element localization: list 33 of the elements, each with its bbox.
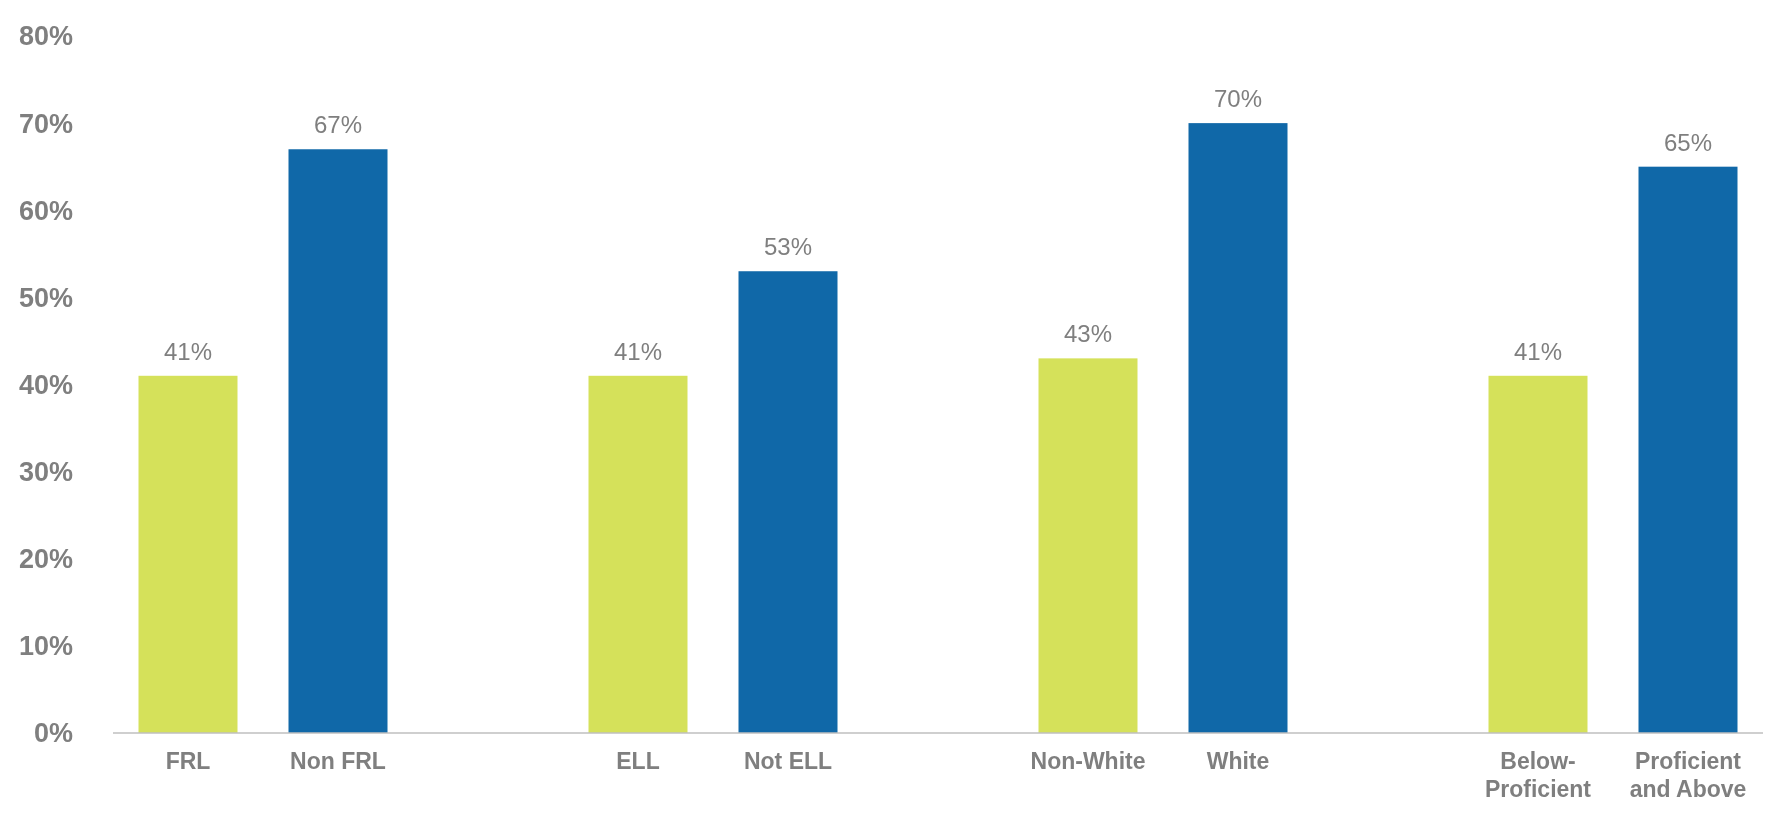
data-label: 41% bbox=[613, 337, 663, 365]
x-tick-label: Below-Proficient bbox=[1484, 748, 1592, 802]
y-tick-label: 80% bbox=[18, 21, 73, 52]
bar bbox=[138, 375, 238, 733]
y-tick-label: 10% bbox=[18, 631, 73, 662]
data-label: 65% bbox=[1663, 128, 1713, 156]
bar bbox=[1638, 166, 1738, 733]
x-tick-label: Non-White bbox=[1030, 748, 1146, 774]
bar bbox=[1488, 375, 1588, 733]
y-tick-label: 30% bbox=[18, 457, 73, 488]
y-tick-label: 40% bbox=[18, 369, 73, 400]
data-label: 70% bbox=[1213, 85, 1263, 113]
y-tick-label: 20% bbox=[18, 544, 73, 575]
x-tick-label: Not ELL bbox=[743, 748, 833, 774]
x-tick-label: ELL bbox=[616, 748, 660, 774]
data-label: 43% bbox=[1063, 320, 1113, 348]
data-label: 41% bbox=[163, 337, 213, 365]
bar bbox=[288, 149, 388, 733]
y-tick-label: 60% bbox=[18, 195, 73, 226]
x-tick-label: White bbox=[1206, 748, 1270, 774]
bar bbox=[1188, 123, 1288, 733]
x-tick-label: Proficient and Above bbox=[1629, 748, 1747, 802]
bar bbox=[738, 271, 838, 733]
y-tick-label: 0% bbox=[33, 718, 73, 749]
data-label: 67% bbox=[313, 111, 363, 139]
y-tick-label: 70% bbox=[18, 108, 73, 139]
y-tick-label: 50% bbox=[18, 282, 73, 313]
bar bbox=[588, 375, 688, 733]
data-label: 53% bbox=[763, 233, 813, 261]
x-tick-label: Non FRL bbox=[290, 748, 386, 774]
bar bbox=[1038, 358, 1138, 733]
data-label: 41% bbox=[1513, 337, 1563, 365]
x-tick-label: FRL bbox=[165, 748, 211, 774]
